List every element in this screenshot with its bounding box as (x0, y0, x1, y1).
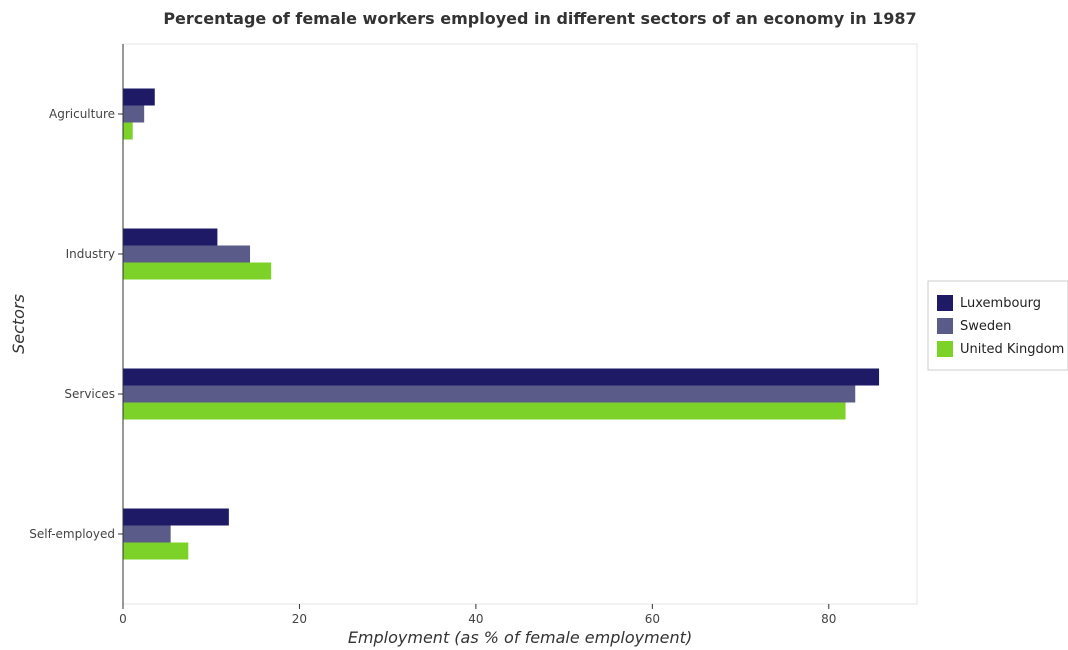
y-axis-ticks: Agriculture Industry Services Self-employed (29, 107, 123, 541)
y-tick-label: Industry (66, 247, 115, 261)
plot-area-frame (122, 43, 918, 605)
x-axis-label: Employment (as % of female employment) (348, 628, 692, 647)
chart-title: Percentage of female workers employed in… (163, 9, 916, 28)
x-tick-label: 0 (119, 612, 127, 626)
bar-services-luxembourg (123, 368, 880, 386)
bar-services-united-kingdom (123, 402, 846, 420)
legend-swatch (937, 341, 953, 357)
bar-industry-sweden (123, 245, 251, 263)
y-tick-label: Self-employed (29, 527, 115, 541)
bar-industry-luxembourg (123, 228, 218, 246)
x-axis-ticks: 0 20 40 60 80 (119, 604, 836, 626)
legend: Luxembourg Sweden United Kingdom (927, 280, 1068, 371)
bar-self-employed-united-kingdom (123, 542, 189, 560)
bar-agriculture-luxembourg (123, 88, 155, 106)
bar-self-employed-luxembourg (123, 508, 229, 526)
x-tick-label: 20 (292, 612, 307, 626)
bar-agriculture-united-kingdom (123, 122, 133, 140)
legend-label: Sweden (960, 319, 1011, 334)
bar-industry-united-kingdom (123, 262, 272, 280)
y-axis-label: Sectors (9, 294, 28, 354)
bar-services-sweden (123, 385, 856, 403)
legend-swatch (937, 295, 953, 311)
bars-layer (123, 88, 880, 560)
x-tick-label: 40 (468, 612, 483, 626)
bar-agriculture-sweden (123, 105, 145, 123)
y-tick-label: Services (64, 387, 115, 401)
legend-swatch (937, 318, 953, 334)
bar-self-employed-sweden (123, 525, 171, 543)
x-tick-label: 60 (645, 612, 660, 626)
legend-items: Luxembourg Sweden United Kingdom (937, 295, 1064, 357)
x-tick-label: 80 (821, 612, 836, 626)
y-tick-label: Agriculture (49, 107, 115, 121)
legend-label: United Kingdom (960, 342, 1064, 357)
legend-label: Luxembourg (960, 296, 1041, 311)
